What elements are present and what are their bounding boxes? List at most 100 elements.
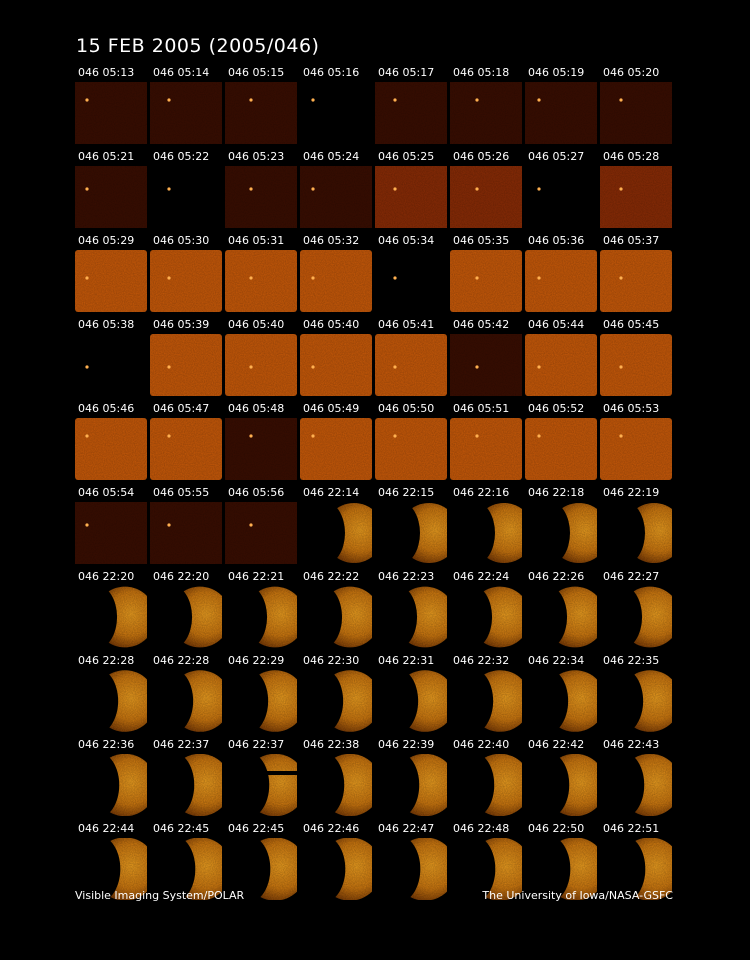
timestamp: 046 22:36 <box>78 738 134 751</box>
frame-noise <box>600 418 672 480</box>
shadow <box>600 586 643 648</box>
star <box>475 276 479 280</box>
timestamp: 046 05:49 <box>303 402 359 415</box>
thumbnail <box>375 754 447 816</box>
shadow <box>375 586 418 648</box>
timestamp: 046 22:20 <box>153 570 209 583</box>
timestamp: 046 22:29 <box>228 654 284 667</box>
thumbnail <box>600 754 672 816</box>
frame-noise <box>525 334 597 396</box>
shadow <box>226 838 271 900</box>
thumbnail <box>150 250 222 312</box>
timestamp: 046 22:28 <box>78 654 134 667</box>
thumbnail <box>375 334 447 396</box>
timestamp: 046 05:42 <box>453 318 509 331</box>
shadow <box>75 586 118 648</box>
star <box>393 187 397 191</box>
thumbnail <box>75 670 147 732</box>
timestamp: 046 05:23 <box>228 150 284 163</box>
frame-noise <box>150 418 222 480</box>
thumbnail <box>150 334 222 396</box>
frame <box>300 82 372 144</box>
thumbnail <box>150 754 222 816</box>
shadow <box>375 754 420 816</box>
frame-noise <box>525 82 597 144</box>
timestamp: 046 05:50 <box>378 402 434 415</box>
thumbnail <box>300 418 372 480</box>
thumbnail <box>225 418 297 480</box>
frame-noise <box>150 82 222 144</box>
frame <box>75 334 147 396</box>
timestamp: 046 22:27 <box>603 570 659 583</box>
thumbnail <box>225 754 297 816</box>
timestamp: 046 05:31 <box>228 234 284 247</box>
frame-noise <box>600 250 672 312</box>
thumbnail <box>600 334 672 396</box>
shadow <box>600 670 644 732</box>
thumbnail <box>451 838 522 900</box>
timestamp: 046 22:46 <box>303 822 359 835</box>
star <box>475 434 479 438</box>
image-grid: 046 05:13 046 05:14 046 05:15 046 05:16 046 … <box>75 66 672 900</box>
star <box>311 187 315 191</box>
frame-noise <box>525 418 597 480</box>
shadow <box>600 754 645 816</box>
thumbnail <box>225 502 297 564</box>
timestamp: 046 22:39 <box>378 738 434 751</box>
star <box>167 187 171 191</box>
shadow <box>451 838 496 900</box>
thumbnail <box>450 754 522 816</box>
thumbnail <box>525 670 597 732</box>
star <box>249 365 253 369</box>
thumbnail <box>600 82 672 144</box>
timestamp: 046 05:52 <box>528 402 584 415</box>
thumbnail <box>75 250 147 312</box>
thumbnail <box>378 502 447 564</box>
thumbnail <box>600 418 672 480</box>
thumbnail <box>75 586 147 648</box>
star <box>393 276 397 280</box>
star <box>311 365 315 369</box>
frame-noise <box>450 250 522 312</box>
star <box>167 365 171 369</box>
thumbnail <box>450 82 522 144</box>
thumbnail <box>375 586 447 648</box>
thumbnail <box>376 838 447 900</box>
shadow <box>603 502 645 564</box>
timestamp: 046 05:48 <box>228 402 284 415</box>
timestamp: 046 05:56 <box>228 486 284 499</box>
star <box>537 276 541 280</box>
timestamp: 046 05:37 <box>603 234 659 247</box>
thumbnail <box>150 670 222 732</box>
frame <box>375 250 447 312</box>
star <box>249 523 253 527</box>
thumbnail <box>75 82 147 144</box>
timestamp: 046 22:31 <box>378 654 434 667</box>
shadow <box>303 502 345 564</box>
thumbnail <box>300 754 372 816</box>
timestamp: 046 05:39 <box>153 318 209 331</box>
frame-noise <box>375 82 447 144</box>
timestamp: 046 22:20 <box>78 570 134 583</box>
thumbnail <box>375 670 447 732</box>
timestamp: 046 22:35 <box>603 654 659 667</box>
timestamp: 046 22:44 <box>78 822 134 835</box>
thumbnail <box>525 586 597 648</box>
frame-noise <box>75 82 147 144</box>
timestamp: 046 22:37 <box>153 738 209 751</box>
frame-noise <box>300 334 372 396</box>
shadow <box>525 670 569 732</box>
frame-noise <box>450 82 522 144</box>
timestamp: 046 22:48 <box>453 822 509 835</box>
frame-noise <box>225 418 297 480</box>
timestamp: 046 22:19 <box>603 486 659 499</box>
timestamp: 046 05:54 <box>78 486 134 499</box>
timestamp: 046 05:17 <box>378 66 434 79</box>
thumbnail <box>525 334 597 396</box>
thumbnail <box>225 250 297 312</box>
thumbnail <box>75 166 147 228</box>
shadow <box>225 754 270 816</box>
timestamp: 046 22:21 <box>228 570 284 583</box>
thumbnail <box>450 334 522 396</box>
star <box>167 434 171 438</box>
